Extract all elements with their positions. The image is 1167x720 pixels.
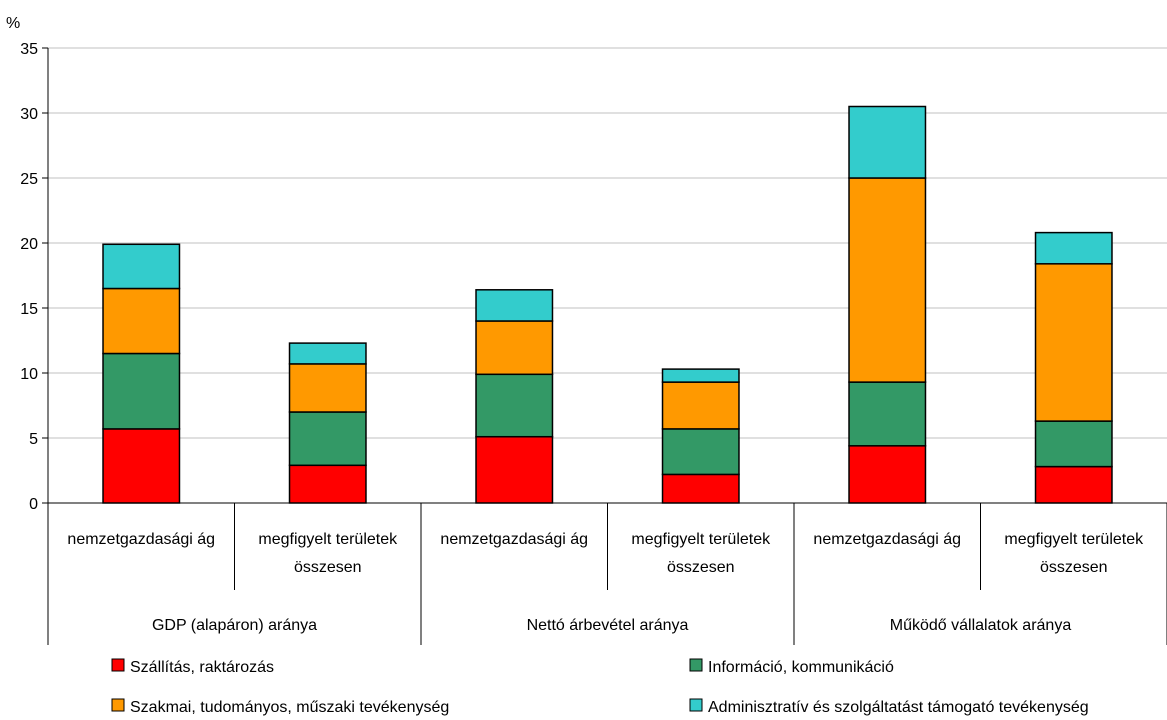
gridlines [48,47,1167,439]
y-tick-label: 0 [29,496,38,513]
bar-segment [288,464,367,504]
bar-segment [661,473,740,504]
legend-swatch [689,698,703,712]
x-category-label: összesen [667,559,735,576]
bar-segment [848,445,927,504]
bar-segment [102,428,181,504]
x-group-label: Működő vállalatok aránya [890,617,1072,634]
bar-segment [1034,465,1113,504]
x-group-label: GDP (alapáron) aránya [152,617,317,634]
bar-segment [661,381,740,430]
x-category-label: nemzetgazdasági ág [813,531,961,548]
bar-segment [475,289,554,322]
axes [47,48,1167,504]
bar-segment [1034,231,1113,265]
x-category-label: összesen [294,559,362,576]
x-category-label: nemzetgazdasági ág [440,531,588,548]
y-tick-label: 5 [29,431,38,448]
y-tick-label: 20 [20,236,38,253]
x-category-label: megfigyelt területek [258,531,398,548]
bar-segment [848,177,927,383]
y-tick-label: 30 [20,106,38,123]
x-category-label: összesen [1040,559,1108,576]
legend-swatch [689,658,703,672]
legend-label: Adminisztratív és szolgáltatást támogató… [708,699,1089,716]
y-tick-label: 15 [20,301,38,318]
x-category-label: nemzetgazdasági ág [67,531,215,548]
legend-label: Szakmai, tudományos, műszaki tevékenység [130,699,449,716]
bar-segment [288,411,367,467]
bar-segment [661,428,740,476]
bar-segment [475,373,554,438]
bar-segment [1034,420,1113,468]
bar-segment [102,243,181,290]
bar-segment [475,320,554,376]
legend-label: Információ, kommunikáció [708,659,894,676]
bar-segment [848,381,927,447]
bar-segment [1034,263,1113,422]
legend: Szállítás, raktározás Információ, kommuni… [111,658,1089,716]
legend-swatch [111,658,125,672]
bar-segment [661,368,740,383]
legend-label: Szállítás, raktározás [130,659,274,676]
bar-segment [848,105,927,179]
x-category-label: megfigyelt területek [1004,531,1144,548]
bar-segment [102,287,181,355]
y-axis-unit-label: % [6,15,20,32]
y-axis-ticks: 0 5 10 15 20 25 30 35 [20,41,48,513]
x-group-label: Nettó árbevétel aránya [527,617,689,634]
x-axis-categories: nemzetgazdasági ág megfigyelt területek ös… [47,503,1167,645]
y-tick-label: 10 [20,366,38,383]
bar-segment [475,435,554,504]
bar-segment [288,363,367,413]
legend-swatch [111,698,125,712]
bars [102,105,1113,504]
y-tick-label: 35 [20,41,38,58]
bar-segment [102,352,181,430]
x-category-label: megfigyelt területek [631,531,771,548]
y-tick-label: 25 [20,171,38,188]
bar-segment [288,342,367,365]
